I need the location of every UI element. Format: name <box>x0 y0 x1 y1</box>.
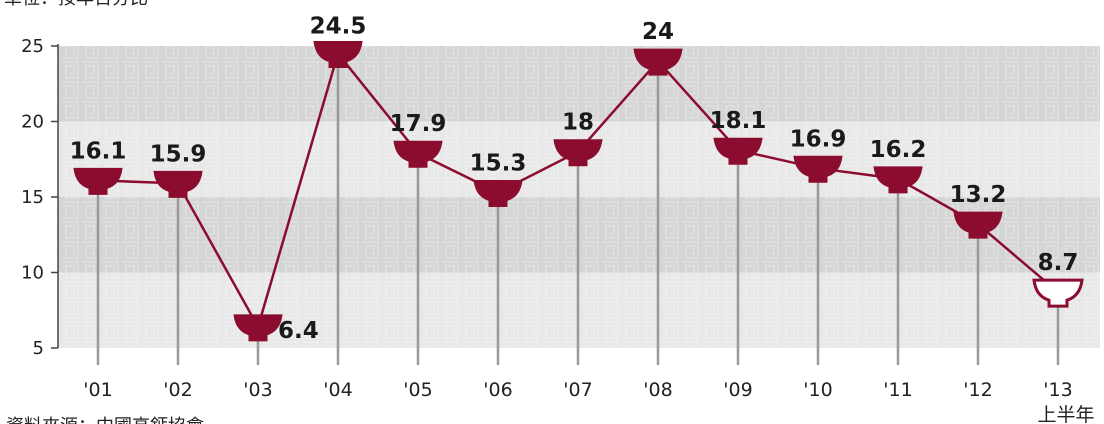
data-label: 17.9 <box>390 111 447 137</box>
bowl-marker <box>873 166 923 194</box>
bowl-marker <box>953 211 1003 239</box>
data-label: 18.1 <box>710 108 767 134</box>
bowl-marker <box>313 41 363 69</box>
bowl-marker <box>153 170 203 198</box>
data-label: 16.9 <box>790 126 847 152</box>
source-note: 資料來源：中國高鈣協會 <box>6 416 204 424</box>
y-tick-label: 15 <box>21 187 44 208</box>
data-label: 8.7 <box>1038 250 1079 276</box>
bowl-marker <box>73 167 123 195</box>
x-tick-label: '07 <box>563 379 592 401</box>
y-tick-label: 25 <box>21 36 44 57</box>
x-tick-label: '05 <box>403 379 432 401</box>
data-label: 15.3 <box>470 150 527 176</box>
x-tick-label: '04 <box>323 379 352 401</box>
data-label: 24 <box>642 19 674 45</box>
y-tick-label: 10 <box>21 263 44 284</box>
unit-note: 單位：按年百分比 <box>4 0 148 9</box>
x-tick-label: '02 <box>163 379 192 401</box>
bowl-marker <box>473 179 523 207</box>
bowl-marker <box>713 137 763 165</box>
x-tick-label: '03 <box>243 379 272 401</box>
bowl-marker <box>393 140 443 168</box>
data-label: 15.9 <box>150 141 207 167</box>
data-label: 6.4 <box>278 318 319 344</box>
data-label: 13.2 <box>950 182 1007 208</box>
x-tick-label: '10 <box>803 379 832 401</box>
data-label: 18 <box>562 110 594 136</box>
x-tick-label: '08 <box>643 379 672 401</box>
bowl-marker <box>793 155 843 183</box>
x-tick-label: '12 <box>963 379 992 401</box>
x-tick-label: '13 <box>1043 379 1072 401</box>
y-tick-label: 5 <box>33 338 44 359</box>
x-tick-label: '06 <box>483 379 512 401</box>
bowl-marker <box>233 314 283 342</box>
x-tick-label: '11 <box>883 379 912 401</box>
x-tick-label: '09 <box>723 379 752 401</box>
bowl-marker <box>1032 278 1084 308</box>
background-pattern <box>58 46 1100 122</box>
data-label: 24.5 <box>310 14 367 40</box>
x-tick-label: '01 <box>83 379 112 401</box>
data-label: 16.1 <box>70 138 127 164</box>
data-label: 16.2 <box>870 137 927 163</box>
x-tick-sublabel: 上半年 <box>1037 404 1094 424</box>
y-tick-label: 20 <box>21 112 44 133</box>
bowl-marker <box>553 139 603 167</box>
bowl-marker <box>633 48 683 76</box>
